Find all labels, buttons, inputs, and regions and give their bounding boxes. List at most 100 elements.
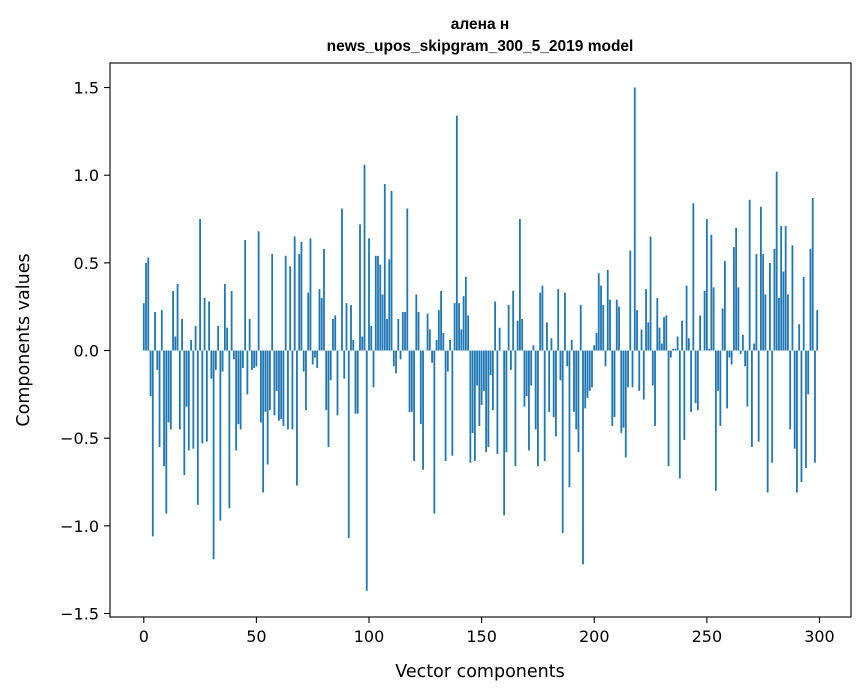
bar-199	[591, 351, 593, 388]
bar-165	[515, 351, 517, 467]
bar-80	[323, 249, 325, 351]
bar-158	[499, 328, 501, 351]
bar-59	[276, 351, 278, 391]
bar-182	[553, 351, 555, 418]
bar-78	[319, 289, 321, 350]
bar-126	[427, 314, 429, 351]
bar-140	[458, 303, 460, 350]
bar-268	[746, 351, 748, 407]
bar-213	[623, 351, 625, 428]
bar-205	[605, 351, 607, 367]
bar-279	[771, 351, 773, 463]
bar-202	[598, 273, 600, 350]
bar-289	[794, 351, 796, 449]
bar-61	[280, 351, 282, 419]
bar-240	[683, 351, 685, 440]
bar-43	[240, 351, 242, 430]
bar-195	[582, 351, 584, 565]
bar-225	[650, 237, 652, 351]
bar-67	[294, 237, 296, 351]
x-tick-label: 250	[692, 627, 723, 646]
bar-1	[145, 263, 147, 351]
bar-281	[776, 172, 778, 351]
bar-124	[422, 351, 424, 470]
bar-97	[361, 336, 363, 350]
bar-154	[490, 351, 492, 376]
bar-288	[792, 245, 794, 350]
bar-178	[544, 351, 546, 461]
bar-246	[697, 351, 699, 411]
x-tick-label: 150	[466, 627, 497, 646]
bar-256	[719, 351, 721, 426]
bar-117	[406, 209, 408, 351]
bar-201	[596, 333, 598, 351]
bar-73	[307, 293, 309, 351]
bar-66	[292, 351, 294, 430]
bar-227	[654, 351, 656, 426]
bar-16	[179, 351, 181, 430]
bar-38	[228, 351, 230, 509]
bar-93	[352, 340, 354, 351]
bar-193	[578, 351, 580, 453]
bar-114	[400, 351, 402, 360]
y-axis-label: Components values	[14, 253, 34, 426]
bar-42	[237, 351, 239, 425]
bar-264	[737, 287, 739, 350]
bar-62	[283, 351, 285, 426]
bar-45	[244, 240, 246, 350]
y-tick-label: −1.0	[60, 517, 99, 536]
bar-70	[301, 242, 303, 351]
bar-135	[447, 351, 449, 372]
bar-47	[249, 319, 251, 351]
bar-244	[692, 203, 694, 350]
bar-217	[632, 351, 634, 388]
bar-150	[481, 351, 483, 405]
bar-111	[393, 351, 395, 367]
bar-149	[478, 351, 480, 426]
bar-187	[564, 293, 566, 351]
bar-229	[659, 328, 661, 351]
bar-83	[330, 351, 332, 381]
bar-200	[593, 345, 595, 350]
bar-51	[258, 231, 260, 350]
bar-294	[805, 351, 807, 468]
bar-105	[379, 265, 381, 351]
bar-255	[717, 351, 719, 391]
bar-28	[206, 351, 208, 442]
bar-167	[519, 219, 521, 350]
bar-7	[159, 351, 161, 447]
bar-164	[512, 291, 514, 351]
y-tick-label: 1.5	[74, 79, 99, 98]
bar-75	[312, 351, 314, 365]
bar-109	[388, 259, 390, 350]
bar-41	[235, 351, 237, 451]
bar-214	[625, 351, 627, 458]
bar-172	[530, 351, 532, 386]
bar-196	[584, 351, 586, 409]
bar-198	[589, 351, 591, 391]
bar-127	[429, 329, 431, 350]
bar-194	[580, 305, 582, 351]
bar-162	[508, 305, 510, 351]
bar-171	[528, 351, 530, 451]
bar-102	[373, 351, 375, 388]
bar-94	[355, 351, 357, 414]
bar-32	[215, 351, 217, 370]
bar-40	[233, 351, 235, 360]
bar-58	[274, 351, 276, 416]
y-tick-label: −0.5	[60, 429, 99, 448]
bar-148	[476, 351, 478, 386]
bar-96	[359, 224, 361, 350]
bar-119	[411, 351, 413, 412]
bar-89	[343, 351, 345, 379]
bar-283	[780, 226, 782, 350]
bar-103	[375, 256, 377, 351]
bar-85	[334, 315, 336, 350]
bar-series	[143, 88, 818, 591]
bar-250	[706, 219, 708, 350]
bar-138	[454, 303, 456, 350]
bar-222	[643, 351, 645, 400]
bar-236	[674, 349, 676, 351]
y-tick-label: 1.0	[74, 166, 99, 185]
bar-139	[456, 116, 458, 351]
